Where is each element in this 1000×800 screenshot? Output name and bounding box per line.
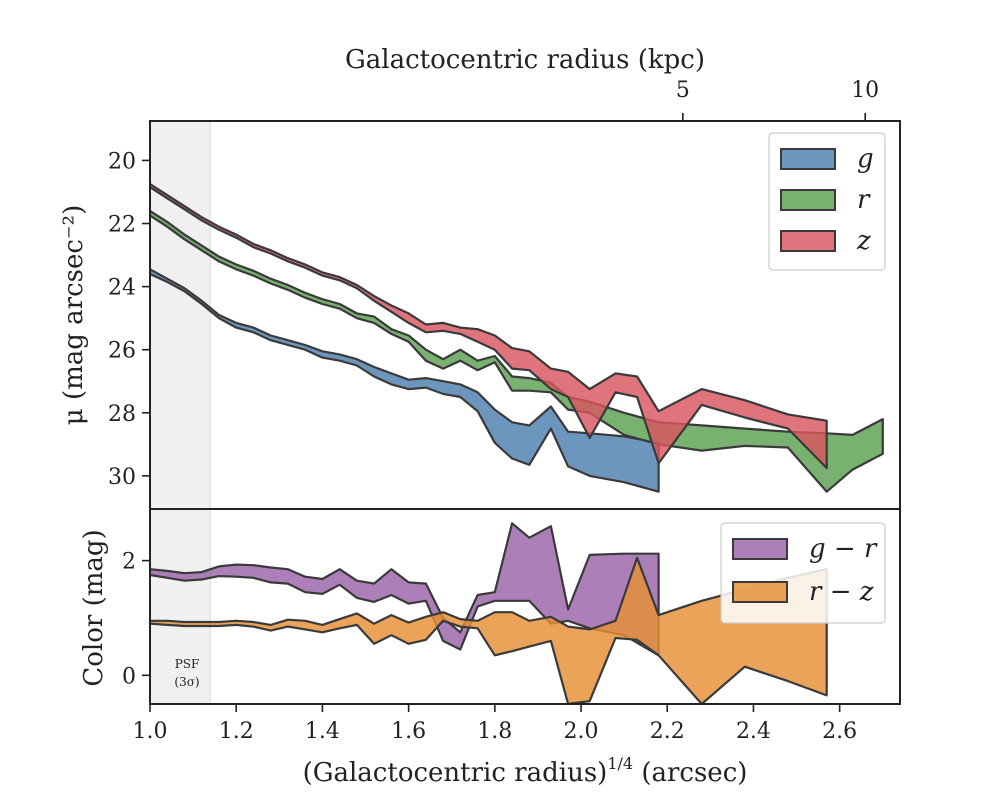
x-tick-label: 2.4 xyxy=(736,719,771,744)
bottom-legend: g − r r − z xyxy=(720,522,886,624)
y-tick-label: 2 xyxy=(122,550,136,575)
psf-region-top xyxy=(149,120,211,510)
bottom-panel-series xyxy=(150,522,828,704)
legend-label: g xyxy=(857,144,874,174)
bottom-y-axis-title: Color (mag) xyxy=(79,529,109,686)
legend-swatch xyxy=(732,538,788,560)
legend-swatch xyxy=(780,148,836,170)
y-tick-label: 24 xyxy=(108,276,136,301)
y-tick-label: 26 xyxy=(108,339,136,364)
y-tick-label: 30 xyxy=(108,465,136,490)
bottom-panel-frame xyxy=(149,508,901,705)
psf-label: PSF xyxy=(175,657,200,671)
x-tick-label: 1.6 xyxy=(391,719,426,744)
bottom-y-axis: 02 xyxy=(122,550,150,689)
band-color-1 xyxy=(150,556,828,704)
top-panel-series xyxy=(150,183,884,493)
y-tick-label: 0 xyxy=(122,664,136,689)
legend-label: g − r xyxy=(809,534,878,564)
legend-swatch xyxy=(780,189,836,211)
y-tick-label: 28 xyxy=(108,402,136,427)
x-tick-label: 1.2 xyxy=(219,719,254,744)
x-tick-label: 2.0 xyxy=(564,719,599,744)
y-tick-label: 20 xyxy=(108,149,136,174)
y-tick-label: 22 xyxy=(108,213,136,238)
band-g xyxy=(150,268,660,493)
band-r xyxy=(150,209,884,493)
bottom-x-axis: 1.0 1.2 1.4 1.6 1.8 2.0 2.2 2.4 2.6 xyxy=(133,704,857,744)
x-tick-label: 1.8 xyxy=(477,719,512,744)
psf-region-bottom xyxy=(149,508,211,705)
x-title-unit: (arcsec) xyxy=(633,758,747,788)
kpc-tick-label: 10 xyxy=(851,78,879,103)
kpc-tick-label: 5 xyxy=(676,78,690,103)
legend-swatch xyxy=(780,230,836,252)
x-tick-label: 2.6 xyxy=(822,719,857,744)
psf-sigma-label: (3σ) xyxy=(174,675,199,689)
top-kpc-axis: 51020305075100150200 xyxy=(676,78,879,121)
top-y-axis: 20 22 24 26 28 30 xyxy=(108,149,150,490)
x-tick-label: 1.0 xyxy=(133,719,168,744)
legend-label: r − z xyxy=(809,577,874,607)
top-legend: grz xyxy=(768,132,886,271)
x-tick-label: 2.2 xyxy=(650,719,685,744)
psf-shade xyxy=(149,508,211,705)
band-z xyxy=(150,183,828,470)
legend-label: r xyxy=(857,185,871,215)
legend-label: z xyxy=(856,226,871,256)
x-title-base: (Galactocentric radius) xyxy=(303,758,608,788)
top-y-axis-title: μ (mag arcsec⁻²) xyxy=(59,205,89,425)
legend-swatch xyxy=(732,581,788,603)
psf-shade xyxy=(149,120,211,510)
bottom-x-axis-title: (Galactocentric radius)1/4 (arcsec) xyxy=(303,754,748,788)
x-title-exponent: 1/4 xyxy=(607,754,633,773)
x-tick-label: 1.4 xyxy=(305,719,340,744)
top-axis-title: Galactocentric radius (kpc) xyxy=(345,45,705,75)
